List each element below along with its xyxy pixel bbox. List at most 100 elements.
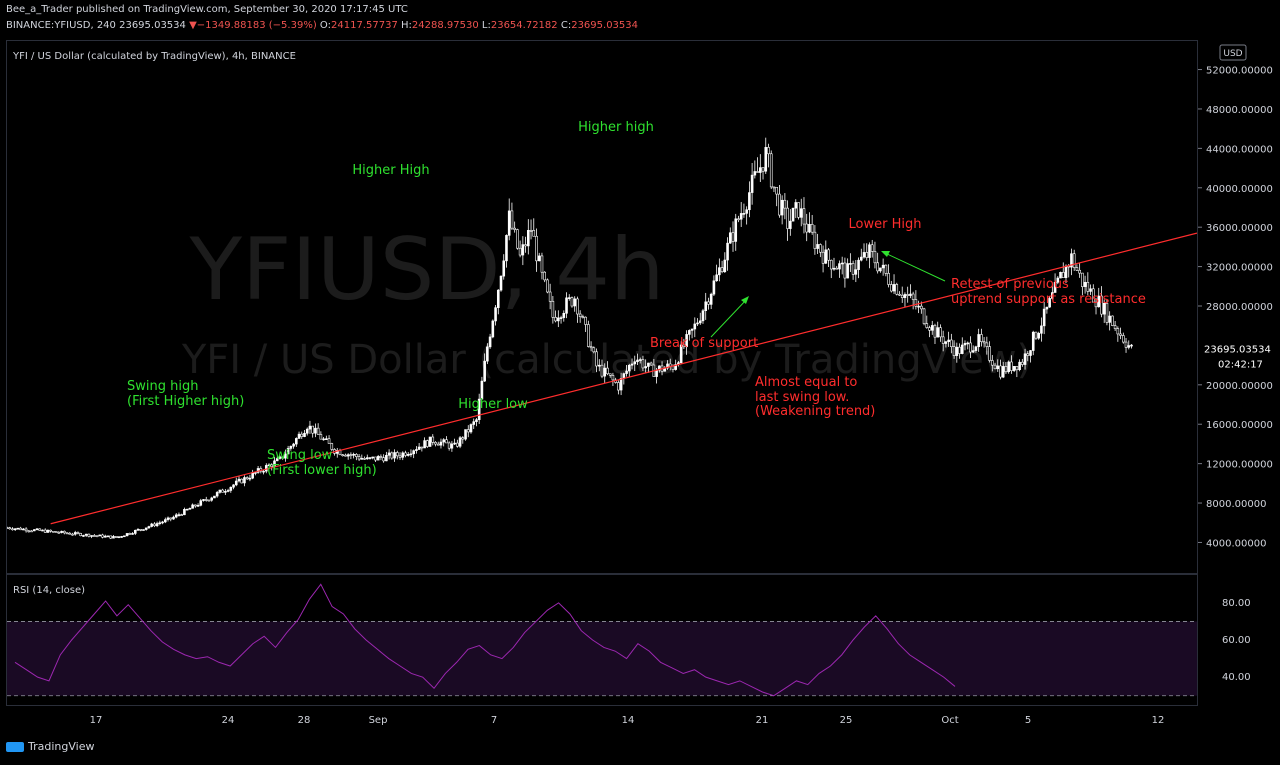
candle-body [1086, 282, 1090, 292]
time-axis[interactable]: 17 24 28 Sep 7 14 21 25 Oct 5 12 [6, 706, 1196, 736]
candle-body [810, 224, 814, 233]
price-axis[interactable]: 4000.00000 8000.00000 12000.00000 16000.000… [1197, 40, 1280, 706]
candle-body [164, 519, 167, 523]
candle-body [644, 366, 647, 369]
candle-body [589, 346, 593, 349]
candle-body [821, 251, 825, 264]
candle-body [325, 438, 328, 440]
candle-body [109, 535, 113, 539]
rsi-pane[interactable]: RSI (14, close) [6, 574, 1198, 706]
current-price-tag: 23695.03534 [1204, 344, 1271, 355]
candle-body [41, 529, 44, 532]
candle-body [1083, 282, 1087, 287]
price-tick-label: 40000.00000 [1206, 184, 1273, 195]
candle-body [930, 325, 934, 331]
candle-body [415, 449, 418, 451]
candle-body [701, 310, 705, 322]
candle-body [712, 280, 716, 295]
candle-body [1064, 265, 1068, 278]
price-tick-label: 4000.00000 [1206, 538, 1266, 549]
candle-body [685, 334, 688, 348]
candle-body [27, 530, 31, 533]
candle-body [431, 436, 435, 443]
candle-body [974, 346, 978, 351]
candle-body [720, 267, 724, 273]
candle-body [900, 294, 904, 298]
low-value: 23654.72182 [490, 20, 558, 31]
candle-body [207, 499, 211, 502]
candle-body [647, 362, 650, 367]
candle-body [319, 434, 323, 440]
candle-body [1061, 272, 1065, 278]
candle-body [486, 346, 489, 362]
candle-body [603, 367, 607, 377]
open-value: 24117.57737 [331, 20, 398, 31]
candle-body [284, 453, 287, 459]
candle-body [649, 362, 653, 366]
time-tick-label: 17 [90, 715, 103, 726]
candle-body [32, 529, 36, 532]
candle-body [1053, 282, 1057, 293]
candle-body [939, 327, 942, 338]
tradingview-logo-icon [6, 742, 24, 752]
ohlc-line: BINANCE:YFIUSD, 240 23695.03534 ▼−1349.8… [6, 20, 638, 31]
candle-body [707, 301, 710, 305]
candle-body [1023, 353, 1027, 365]
candle-body [150, 523, 153, 527]
annotation-2: Swing low [267, 448, 333, 463]
candle-body [142, 529, 145, 531]
candle-body [775, 187, 778, 195]
candle-body [1094, 301, 1098, 308]
candle-body [1091, 288, 1095, 303]
candle-body [314, 427, 317, 434]
candle-body [1048, 298, 1051, 308]
candle-body [925, 323, 929, 328]
watermark-symbol: YFIUSD, 4h [188, 220, 664, 320]
candle-body [174, 514, 178, 518]
candle-body [988, 346, 991, 361]
candle-body [540, 255, 544, 273]
candle-body [873, 251, 877, 264]
candle-body [892, 284, 896, 292]
candle-body [909, 293, 912, 296]
candle-body [344, 454, 347, 457]
candle-body [728, 232, 732, 244]
candle-body [46, 529, 50, 533]
price-chart-pane[interactable]: YFIUSD, 4h YFI / US Dollar (calculated by… [6, 40, 1198, 574]
candle-body [357, 456, 361, 460]
candle-body [955, 346, 959, 356]
candle-body [1004, 366, 1008, 372]
candle-body [636, 359, 639, 363]
candle-body [881, 264, 885, 269]
candle-body [1001, 366, 1005, 378]
candle-body [158, 522, 162, 525]
candle-body [709, 293, 713, 305]
candle-body [177, 514, 181, 516]
candle-body [199, 500, 203, 506]
candle-body [941, 336, 945, 344]
candle-body [68, 532, 72, 535]
price-tick-label: 28000.00000 [1206, 302, 1273, 313]
candle-body [641, 359, 645, 369]
candle-body [816, 244, 819, 249]
candle-body [723, 259, 727, 273]
candle-body [243, 477, 246, 484]
candle-body [573, 298, 577, 307]
candle-body [947, 339, 950, 343]
candle-body [1081, 272, 1084, 287]
candle-body [114, 536, 118, 538]
candle-body [625, 370, 628, 374]
candle-body [914, 299, 918, 307]
candle-body [466, 429, 470, 433]
time-tick-label: 12 [1152, 715, 1165, 726]
candle-body [884, 264, 888, 274]
candle-body [1075, 267, 1079, 271]
candle-body [13, 528, 17, 531]
candle-body [715, 274, 718, 282]
candle-body [1040, 325, 1043, 334]
candle-body [726, 242, 729, 261]
candle-body [8, 527, 12, 530]
candle-body [172, 516, 175, 520]
candle-body [633, 361, 637, 365]
candle-body [297, 433, 301, 439]
